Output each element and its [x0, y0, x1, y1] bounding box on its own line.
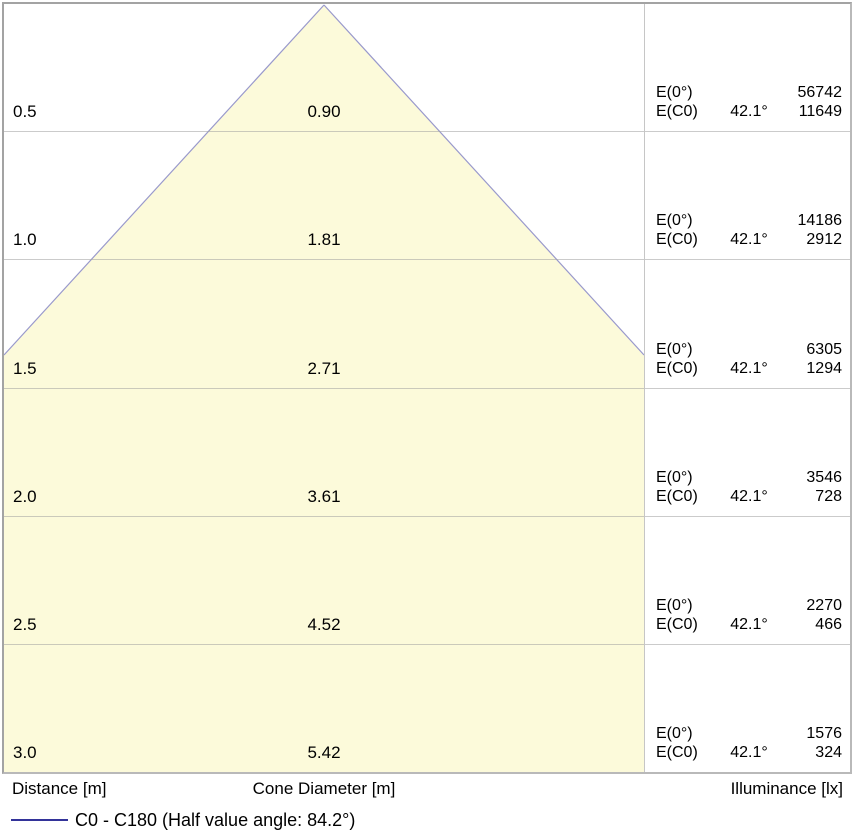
e0-value: 14186	[797, 212, 843, 230]
chart-row: 3.0 5.42	[4, 645, 644, 772]
chart-row: 2.0 3.61	[4, 389, 644, 517]
beam-angle-value: 42.1°	[730, 231, 768, 249]
legend-line-icon	[11, 819, 68, 821]
e0-value: 3546	[806, 468, 842, 486]
distance-value: 2.5	[13, 614, 37, 634]
illuminance-row: E(0°) 1576 E(C0) 42.1° 324	[645, 645, 850, 772]
beam-angle-value: 42.1°	[730, 359, 768, 377]
e0-value: 56742	[797, 84, 843, 102]
e0-label: E(0°)	[656, 725, 693, 743]
ec0-label: E(C0)	[656, 231, 698, 249]
ec0-value: 2912	[806, 231, 842, 249]
beam-angle-value: 42.1°	[730, 744, 768, 762]
beam-angle-value: 42.1°	[730, 615, 768, 633]
cone-diameter-axis-label: Cone Diameter [m]	[252, 779, 396, 798]
legend-label: C0 - C180 (Half value angle: 84.2°)	[75, 809, 356, 830]
cone-diameter-value: 1.81	[307, 230, 341, 250]
distance-value: 1.0	[13, 230, 37, 250]
legend: C0 - C180 (Half value angle: 84.2°)	[11, 808, 355, 832]
cone-diameter-value: 3.61	[307, 486, 341, 506]
e0-value: 6305	[806, 340, 842, 358]
cone-diagram-table: 0.5 0.90 1.0 1.81 1.5 2.71 2.0 3.61 2.5 …	[2, 2, 852, 774]
cone-diameter-value: 0.90	[307, 102, 341, 122]
e0-value: 1576	[806, 725, 842, 743]
ec0-value: 324	[815, 744, 842, 762]
e0-label: E(0°)	[656, 212, 693, 230]
ec0-value: 466	[815, 615, 842, 633]
ec0-label: E(C0)	[656, 103, 698, 121]
illuminance-row: E(0°) 2270 E(C0) 42.1° 466	[645, 517, 850, 645]
cone-diameter-value: 2.71	[307, 358, 341, 378]
beam-angle-value: 42.1°	[730, 103, 768, 121]
illuminance-row: E(0°) 3546 E(C0) 42.1° 728	[645, 389, 850, 517]
e0-label: E(0°)	[656, 84, 693, 102]
e0-label: E(0°)	[656, 596, 693, 614]
axis-labels: Distance [m] Cone Diameter [m] Illuminan…	[4, 779, 850, 805]
cone-diameter-value: 4.52	[307, 614, 341, 634]
distance-value: 1.5	[13, 358, 37, 378]
beam-angle-value: 42.1°	[730, 487, 768, 505]
chart-row: 0.5 0.90	[4, 4, 644, 133]
ec0-label: E(C0)	[656, 487, 698, 505]
e0-label: E(0°)	[656, 468, 693, 486]
distance-value: 0.5	[13, 102, 37, 122]
distance-rows: 0.5 0.90 1.0 1.81 1.5 2.71 2.0 3.61 2.5 …	[4, 4, 644, 772]
cone-line-right	[323, 4, 644, 356]
cone-diameter-value: 5.42	[307, 743, 341, 763]
distance-value: 3.0	[13, 743, 37, 763]
distance-axis-label: Distance [m]	[12, 779, 107, 798]
illuminance-rows: E(0°) 56742 E(C0) 42.1° 11649 E(0°) 1418…	[645, 4, 850, 772]
ec0-value: 11649	[798, 103, 842, 121]
ec0-label: E(C0)	[656, 615, 698, 633]
column-separator	[644, 4, 645, 772]
ec0-label: E(C0)	[656, 359, 698, 377]
ec0-value: 1294	[806, 359, 842, 377]
distance-value: 2.0	[13, 486, 37, 506]
illuminance-row: E(0°) 56742 E(C0) 42.1° 11649	[645, 4, 850, 133]
e0-label: E(0°)	[656, 340, 693, 358]
cone-chart-area: 0.5 0.90 1.0 1.81 1.5 2.71 2.0 3.61 2.5 …	[4, 4, 644, 772]
chart-row: 1.5 2.71	[4, 260, 644, 389]
chart-row: 2.5 4.52	[4, 517, 644, 645]
chart-row: 1.0 1.81	[4, 132, 644, 261]
ec0-label: E(C0)	[656, 744, 698, 762]
ec0-value: 728	[815, 487, 842, 505]
cone-line-left	[4, 4, 325, 356]
illuminance-axis-label: Illuminance [lx]	[730, 779, 843, 798]
e0-value: 2270	[806, 596, 842, 614]
illuminance-row: E(0°) 6305 E(C0) 42.1° 1294	[645, 260, 850, 389]
illuminance-column: E(0°) 56742 E(C0) 42.1° 11649 E(0°) 1418…	[645, 4, 850, 772]
illuminance-row: E(0°) 14186 E(C0) 42.1° 2912	[645, 132, 850, 261]
